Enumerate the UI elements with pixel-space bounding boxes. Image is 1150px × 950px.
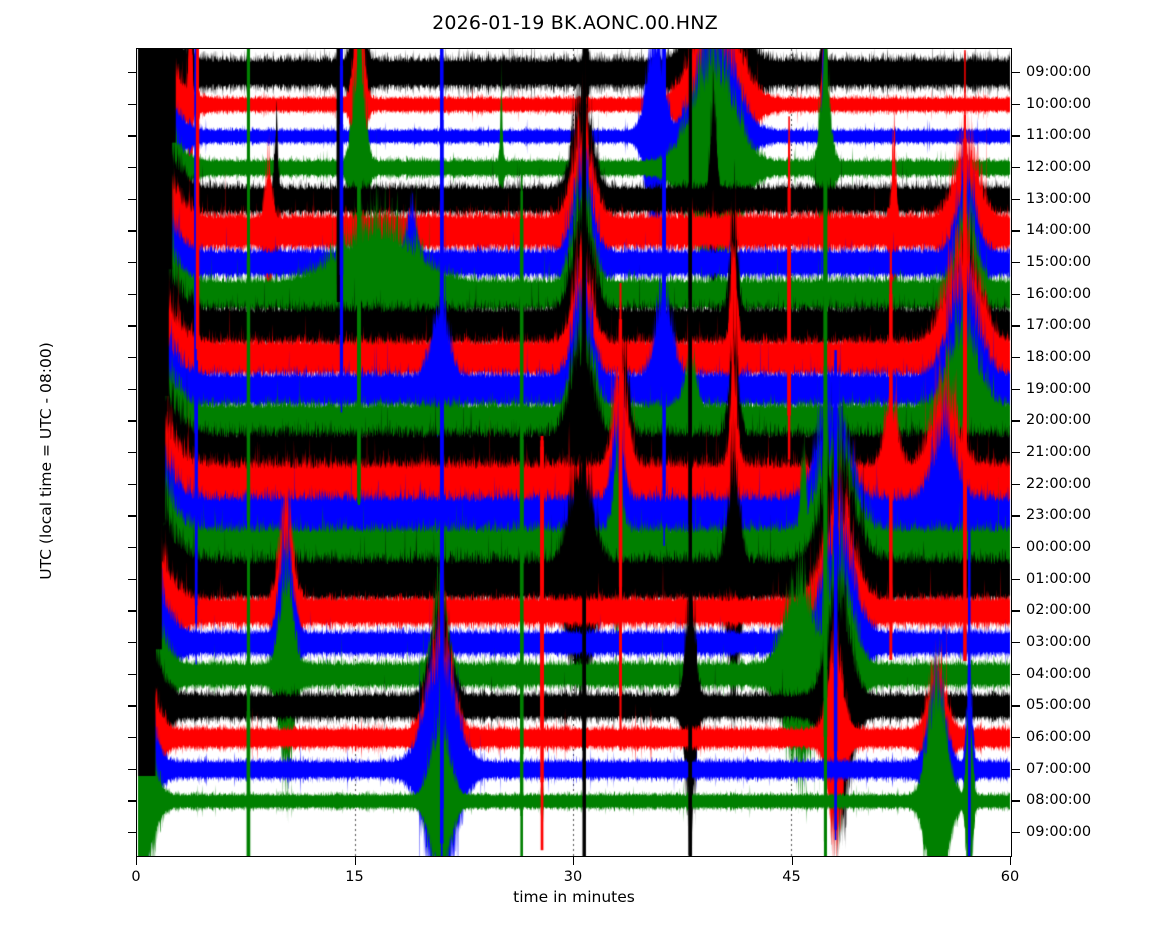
left-tick-mark bbox=[128, 705, 136, 707]
left-tick-mark bbox=[128, 135, 136, 137]
right-tick-mark bbox=[1012, 610, 1020, 612]
right-tick-label: 04:00:00 bbox=[1026, 665, 1092, 682]
x-tick-label: 45 bbox=[782, 869, 801, 885]
left-tick-mark bbox=[128, 198, 136, 200]
right-tick-mark bbox=[1012, 357, 1020, 359]
left-tick-mark bbox=[128, 642, 136, 644]
right-tick-mark bbox=[1012, 262, 1020, 264]
left-tick-mark bbox=[128, 800, 136, 802]
right-tick-label: 05:00:00 bbox=[1026, 697, 1092, 714]
right-tick-mark bbox=[1012, 832, 1020, 834]
right-tick-label: 09:00:00 bbox=[1026, 64, 1092, 80]
right-tick-mark bbox=[1012, 737, 1020, 739]
left-tick-mark bbox=[128, 515, 136, 517]
right-tick-label: 14:00:00 bbox=[1026, 222, 1092, 239]
right-tick-label: 03:00:00 bbox=[1026, 634, 1092, 650]
left-tick-mark bbox=[128, 357, 136, 359]
right-tick-label: 19:00:00 bbox=[1026, 380, 1092, 397]
right-tick-mark bbox=[1012, 325, 1020, 327]
right-tick-mark bbox=[1012, 515, 1020, 517]
right-tick-mark bbox=[1012, 673, 1020, 675]
left-tick-mark bbox=[128, 72, 136, 74]
x-tick-mark bbox=[573, 857, 575, 865]
right-tick-label: 21:00:00 bbox=[1026, 444, 1092, 460]
left-tick-mark bbox=[128, 452, 136, 454]
left-tick-mark bbox=[128, 262, 136, 264]
left-tick-mark bbox=[128, 610, 136, 612]
left-tick-mark bbox=[128, 167, 136, 169]
left-tick-mark bbox=[128, 420, 136, 422]
right-tick-label: 12:00:00 bbox=[1026, 159, 1092, 175]
y-axis-label: UTC (local time = UTC - 08:00) bbox=[37, 342, 55, 580]
right-tick-label: 00:00:00 bbox=[1026, 539, 1092, 555]
right-tick-mark bbox=[1012, 72, 1020, 74]
right-tick-label: 09:00:00 bbox=[1026, 824, 1092, 840]
left-tick-mark bbox=[128, 737, 136, 739]
right-tick-label: 23:00:00 bbox=[1026, 507, 1092, 524]
right-tick-mark bbox=[1012, 135, 1020, 137]
seismic-trace-canvas bbox=[137, 49, 1011, 856]
plot-area bbox=[136, 48, 1012, 857]
right-tick-mark bbox=[1012, 483, 1020, 485]
left-tick-mark bbox=[128, 103, 136, 105]
right-tick-mark bbox=[1012, 452, 1020, 454]
left-tick-mark bbox=[128, 547, 136, 549]
right-tick-label: 07:00:00 bbox=[1026, 760, 1092, 777]
right-tick-label: 17:00:00 bbox=[1026, 317, 1092, 334]
left-tick-mark bbox=[128, 483, 136, 485]
left-tick-mark bbox=[128, 388, 136, 390]
left-tick-mark bbox=[128, 325, 136, 327]
right-tick-label: 15:00:00 bbox=[1026, 254, 1092, 270]
left-tick-mark bbox=[128, 293, 136, 295]
right-tick-label: 11:00:00 bbox=[1026, 127, 1092, 144]
right-tick-label: 01:00:00 bbox=[1026, 570, 1092, 587]
left-tick-mark bbox=[128, 673, 136, 675]
x-tick-mark bbox=[791, 857, 793, 865]
right-tick-label: 20:00:00 bbox=[1026, 412, 1092, 429]
right-tick-label: 16:00:00 bbox=[1026, 285, 1092, 302]
right-tick-mark bbox=[1012, 103, 1020, 105]
right-tick-mark bbox=[1012, 578, 1020, 580]
right-tick-label: 08:00:00 bbox=[1026, 792, 1092, 809]
x-tick-label: 30 bbox=[563, 869, 583, 885]
right-tick-label: 06:00:00 bbox=[1026, 729, 1092, 745]
right-tick-mark bbox=[1012, 642, 1020, 644]
right-tick-label: 10:00:00 bbox=[1026, 95, 1092, 112]
page-title: 2026-01-19 BK.AONC.00.HNZ bbox=[432, 12, 718, 34]
right-tick-label: 22:00:00 bbox=[1026, 475, 1092, 492]
right-tick-mark bbox=[1012, 705, 1020, 707]
x-axis-label: time in minutes bbox=[513, 888, 635, 906]
left-tick-mark bbox=[128, 768, 136, 770]
right-tick-mark bbox=[1012, 768, 1020, 770]
x-tick-label: 15 bbox=[345, 869, 364, 885]
x-tick-label: 60 bbox=[1000, 869, 1020, 885]
right-tick-mark bbox=[1012, 420, 1020, 422]
x-tick-mark bbox=[136, 857, 138, 865]
right-tick-label: 18:00:00 bbox=[1026, 349, 1092, 365]
left-tick-mark bbox=[128, 230, 136, 232]
right-tick-mark bbox=[1012, 230, 1020, 232]
right-tick-label: 13:00:00 bbox=[1026, 190, 1092, 207]
left-tick-mark bbox=[128, 578, 136, 580]
right-tick-mark bbox=[1012, 293, 1020, 295]
left-tick-mark bbox=[128, 832, 136, 834]
x-tick-mark bbox=[1010, 857, 1012, 865]
right-tick-mark bbox=[1012, 388, 1020, 390]
right-tick-mark bbox=[1012, 800, 1020, 802]
right-tick-label: 02:00:00 bbox=[1026, 602, 1092, 619]
right-tick-mark bbox=[1012, 167, 1020, 169]
x-tick-label: 0 bbox=[131, 869, 141, 885]
right-tick-mark bbox=[1012, 198, 1020, 200]
x-tick-mark bbox=[354, 857, 356, 865]
right-tick-mark bbox=[1012, 547, 1020, 549]
